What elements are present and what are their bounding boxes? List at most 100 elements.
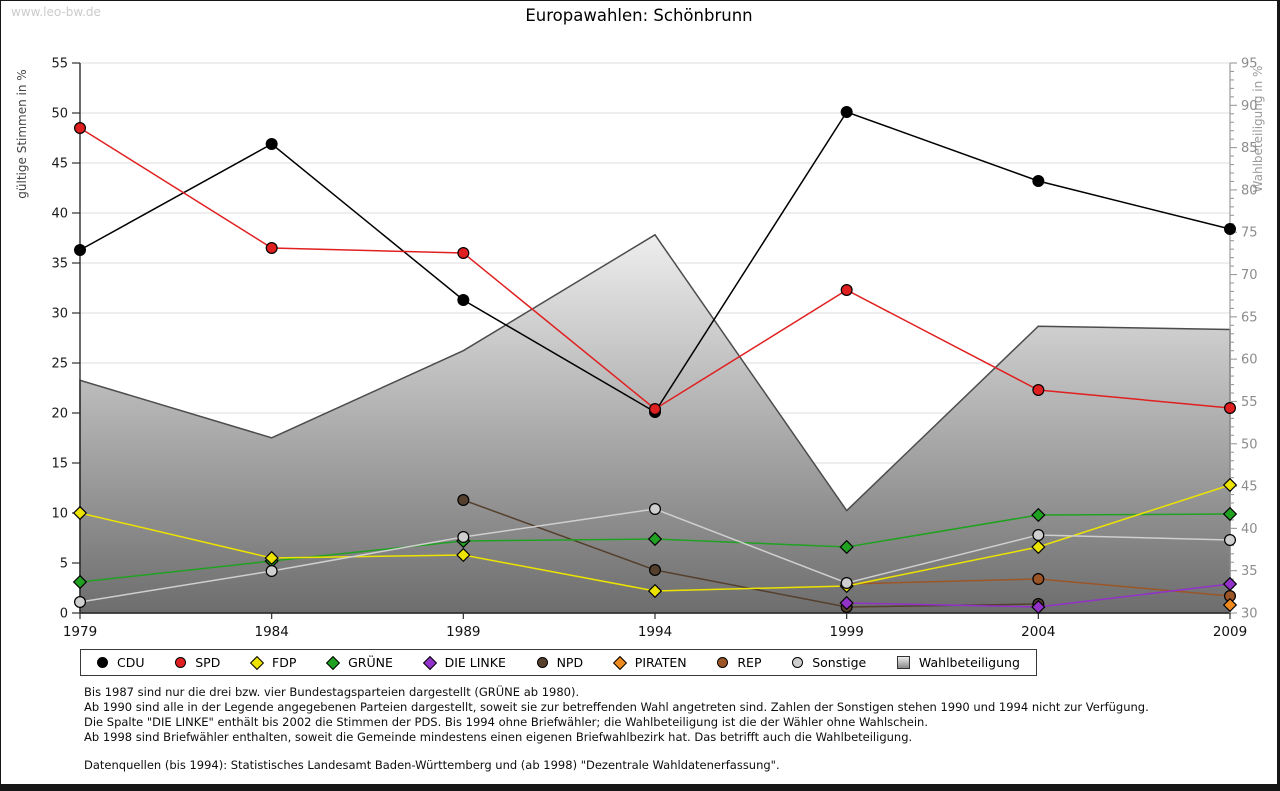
cdu-point-marker bbox=[265, 138, 278, 151]
sonstige-point-marker bbox=[1032, 528, 1045, 541]
sonstige-marker-icon bbox=[792, 657, 804, 668]
gr-ne-point-marker bbox=[72, 574, 88, 590]
footer-notes: Bis 1987 sind nur die drei bzw. vier Bun… bbox=[84, 685, 1149, 773]
svg-text:20: 20 bbox=[51, 407, 68, 422]
cdu-point-marker bbox=[73, 244, 86, 257]
piraten-marker-icon bbox=[612, 655, 627, 670]
legend-label: SPD bbox=[195, 655, 221, 670]
series-die-linke bbox=[839, 576, 1238, 615]
spd-point-marker bbox=[648, 403, 661, 416]
spd-point-marker bbox=[457, 247, 470, 260]
gr-ne-point-marker bbox=[839, 539, 854, 555]
svg-text:1984: 1984 bbox=[254, 624, 288, 640]
legend-label: Wahlbeteiligung bbox=[918, 655, 1020, 670]
svg-text:2004: 2004 bbox=[1021, 624, 1055, 640]
chart-svg: 0 5 10 15 20 25 30 35 40 45 50 55 30 35 40 45 50 55 60 65 70… bbox=[51, 57, 1257, 641]
rep-marker-icon bbox=[717, 657, 729, 668]
series-spd bbox=[73, 121, 1236, 416]
rep-point-marker bbox=[1032, 572, 1045, 585]
footer-line: Die Spalte "DIE LINKE" enthält bis 2002 … bbox=[84, 715, 928, 729]
svg-text:60: 60 bbox=[1241, 353, 1258, 368]
die-linke-marker-icon bbox=[422, 655, 437, 670]
spd-point-marker bbox=[1223, 402, 1236, 415]
svg-text:80: 80 bbox=[1241, 183, 1258, 198]
area-wahlbeteiligung bbox=[79, 233, 1231, 614]
cdu-marker-icon bbox=[97, 657, 108, 668]
svg-text:1979: 1979 bbox=[63, 624, 97, 640]
svg-text:85: 85 bbox=[1241, 141, 1258, 156]
footer-line: Ab 1990 sind alle in der Legende angegeb… bbox=[84, 700, 1149, 714]
legend-label: Sonstige bbox=[812, 655, 867, 670]
legend-label: DIE LINKE bbox=[444, 655, 506, 670]
watermark: www.leo-bw.de bbox=[11, 5, 101, 19]
sonstige-point-marker bbox=[73, 595, 86, 608]
svg-text:50: 50 bbox=[1241, 437, 1258, 452]
legend-item-die-linke: DIE LINKE bbox=[422, 655, 506, 670]
legend-item-gr-ne: GRÜNE bbox=[326, 655, 393, 670]
sonstige-point-marker bbox=[840, 576, 853, 589]
npd-marker-icon bbox=[536, 657, 548, 668]
svg-text:35: 35 bbox=[51, 257, 68, 272]
sonstige-point-marker bbox=[265, 564, 278, 577]
series-piraten bbox=[1222, 597, 1238, 613]
die-linke-point-marker bbox=[1031, 599, 1046, 615]
spd-point-marker bbox=[265, 242, 278, 255]
npd-point-marker bbox=[457, 494, 470, 507]
svg-text:1989: 1989 bbox=[446, 624, 480, 640]
svg-text:70: 70 bbox=[1241, 268, 1258, 283]
svg-text:45: 45 bbox=[1241, 480, 1258, 495]
npd-point-marker bbox=[648, 563, 661, 576]
legend-label: NPD bbox=[556, 655, 584, 670]
svg-text:40: 40 bbox=[51, 207, 68, 222]
legend-item-sonstige: Sonstige bbox=[792, 655, 866, 670]
fdp-point-marker bbox=[1222, 477, 1238, 493]
legend-item-rep: REP bbox=[717, 655, 761, 670]
svg-text:1999: 1999 bbox=[829, 624, 863, 640]
legend-label: GRÜNE bbox=[348, 655, 393, 670]
tick-layer: 0 5 10 15 20 25 30 35 40 45 50 55 30 35 40 45 50 55 60 65 70… bbox=[51, 57, 1257, 641]
svg-text:10: 10 bbox=[51, 507, 68, 522]
fdp-point-marker bbox=[456, 547, 471, 563]
fdp-point-marker bbox=[264, 550, 279, 566]
cdu-point-marker bbox=[457, 294, 470, 307]
svg-text:5: 5 bbox=[60, 557, 68, 572]
svg-text:75: 75 bbox=[1241, 226, 1258, 241]
footer-line: Bis 1987 sind nur die drei bzw. vier Bun… bbox=[84, 685, 580, 699]
wahlbeteiligung-marker-icon bbox=[896, 656, 910, 669]
svg-text:50: 50 bbox=[51, 107, 68, 122]
cdu-point-marker bbox=[1032, 175, 1045, 188]
sonstige-point-marker bbox=[457, 530, 470, 543]
legend-item-cdu: CDU bbox=[97, 655, 145, 670]
svg-text:30: 30 bbox=[51, 307, 68, 322]
sonstige-point-marker bbox=[1223, 533, 1236, 546]
svg-text:65: 65 bbox=[1241, 310, 1258, 325]
series-fdp bbox=[72, 477, 1238, 599]
svg-text:55: 55 bbox=[1241, 395, 1258, 410]
page-title: Europawahlen: Schönbrunn bbox=[525, 6, 753, 25]
die-linke-point-marker bbox=[839, 595, 854, 611]
fdp-point-marker bbox=[1031, 539, 1046, 555]
gr-ne-point-marker bbox=[647, 531, 663, 547]
gr-ne-point-marker bbox=[1222, 506, 1238, 522]
svg-text:55: 55 bbox=[51, 57, 68, 72]
sonstige-point-marker bbox=[648, 503, 661, 516]
svg-text:90: 90 bbox=[1241, 99, 1258, 114]
legend-item-piraten: PIRATEN bbox=[612, 655, 687, 670]
legend-item-npd: NPD bbox=[536, 655, 584, 670]
legend-label: REP bbox=[737, 655, 762, 670]
die-linke-point-marker bbox=[1222, 576, 1238, 592]
fdp-point-marker bbox=[72, 505, 88, 521]
legend-label: PIRATEN bbox=[634, 655, 687, 670]
gr-ne-point-marker bbox=[1031, 507, 1046, 523]
spd-point-marker bbox=[840, 284, 853, 297]
area-wahlbeteiligung bbox=[79, 233, 1231, 614]
svg-text:35: 35 bbox=[1241, 564, 1258, 579]
spd-marker-icon bbox=[175, 657, 187, 668]
fdp-point-marker bbox=[647, 583, 663, 599]
svg-text:2009: 2009 bbox=[1213, 624, 1247, 640]
legend-item-wahlbeteiligung: Wahlbeteiligung bbox=[896, 655, 1020, 670]
legend: CDU SPD FDP GRÜNE DIE LINKE NPD PIRATEN REP Sons… bbox=[80, 649, 1037, 676]
svg-text:0: 0 bbox=[60, 607, 68, 622]
series-layer bbox=[72, 105, 1238, 615]
svg-text:40: 40 bbox=[1241, 522, 1258, 537]
